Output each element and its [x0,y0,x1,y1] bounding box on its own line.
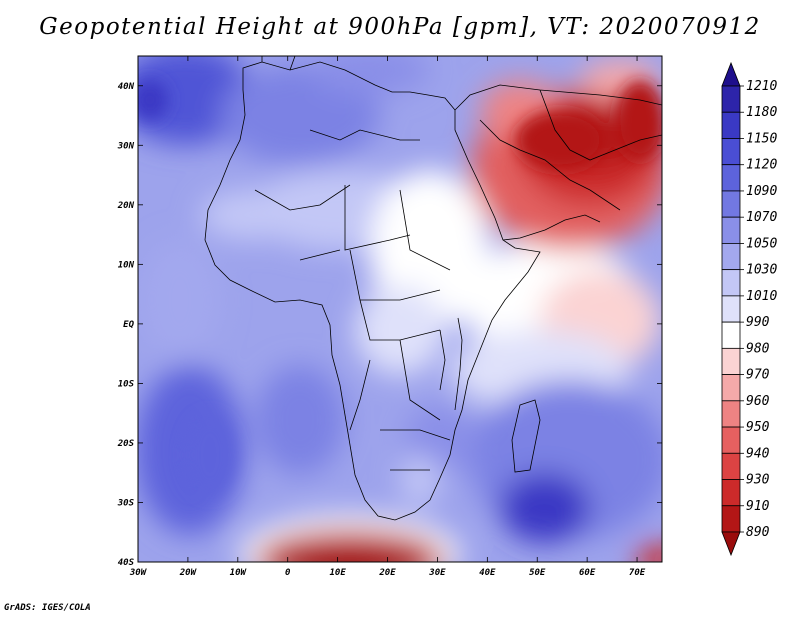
lon-tick-label: 60E [579,568,596,578]
lon-tick-label: 0 [285,568,291,578]
lat-tick-label: 30N [117,141,135,151]
colorbar-box [721,374,741,402]
colorbar-label: 1050 [746,236,777,251]
colorbar-label: 960 [746,394,770,409]
lat-tick-label: EQ [123,320,134,330]
lon-tick-label: 50E [529,568,546,578]
lon-tick-label: 30W [129,568,148,578]
colorbar-label: 950 [746,420,770,435]
coastlines [204,56,662,521]
lat-tick-label: 40S [118,558,135,568]
colorbar-box [721,505,741,533]
height-field [138,56,662,562]
plot-frame [137,55,663,563]
lon-tick-label: 30E [428,568,446,578]
colorbar-label: 890 [746,525,770,540]
colorbar-label: 930 [746,473,770,488]
lat-tick-label: 10S [118,379,135,389]
lat-tick-label: 30S [117,498,135,508]
colorbar-box [721,190,741,218]
colorbar-top-triangle [721,61,741,87]
lon-tick-label: 10W [230,568,248,578]
colorbar-label: 1070 [746,210,777,225]
colorbar-box [721,295,741,323]
colorbar-label: 980 [746,341,770,356]
colorbar-label: 1010 [746,289,777,304]
colorbar-bottom-triangle [721,531,741,557]
colorbar-label: 1120 [746,158,777,173]
colorbar-box [721,216,741,244]
colorbar-box [721,85,741,113]
colorbar-label: 1180 [746,105,777,120]
colorbar-label: 1210 [746,79,777,94]
grads-credit: GrADS: IGES/COLA [4,603,91,613]
map-title: Geopotential Height at 900hPa [gpm], VT:… [39,14,761,40]
colorbar-label: 1150 [746,131,777,146]
colorbar-box [721,426,741,454]
colorbar-label: 990 [746,315,770,330]
lat-tick-label: 40N [118,82,135,92]
lon-tick-label: 20W [179,568,198,578]
lon-tick-label: 10E [329,568,346,578]
lon-tick-label: 70E [629,568,646,578]
colorbar-box [721,321,741,349]
colorbar-box [721,269,741,297]
axis-ticks: 30W 20W 10W 0 10E 20E 30E 40E 50E 60E 70E 40S 30S 20S… [117,56,662,578]
colorbar-box [721,111,741,139]
lon-tick-label: 20E [378,568,396,578]
colorbar-box [721,400,741,428]
colorbar-box [721,138,741,166]
lat-tick-label: 20N [117,201,135,211]
colorbar-box [721,164,741,192]
colorbar-box [721,452,741,480]
lat-tick-label: 20S [117,439,135,449]
colorbar-label: 910 [746,499,770,514]
colorbar-label: 940 [746,446,770,461]
colorbar-box [721,243,741,271]
colorbar-box [721,479,741,507]
colorbar-box [721,347,741,375]
colorbar-label: 970 [746,368,770,383]
colorbar-label: 1030 [746,263,777,278]
colorbar: 1210 1180 1150 1120 1090 1070 1050 1030 1010 990 9… [721,61,777,557]
colorbar-label: 1090 [746,184,777,199]
lon-tick-label: 40E [479,568,496,578]
lat-tick-label: 10N [118,260,135,270]
